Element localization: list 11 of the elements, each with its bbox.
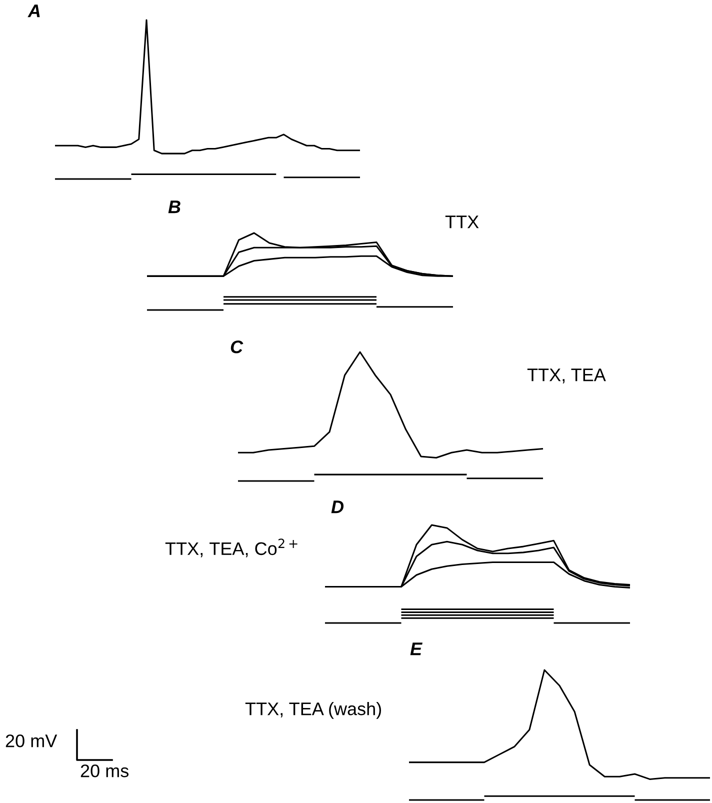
chart-title: E: [410, 642, 422, 656]
text: 20 ms: [80, 764, 129, 778]
chart-title: B: [168, 200, 180, 214]
annotation: TTX, TEA: [527, 368, 606, 384]
chart-title: D: [331, 500, 344, 514]
text: TTX: [445, 216, 479, 228]
text: TTX, TEA (wash): [245, 702, 382, 719]
text: TTX, TEA, Co$^{2+}$: [165, 538, 298, 558]
text: 20 mV: [6, 734, 58, 748]
chart-title: A: [28, 4, 40, 18]
chart-title: C: [230, 340, 244, 354]
